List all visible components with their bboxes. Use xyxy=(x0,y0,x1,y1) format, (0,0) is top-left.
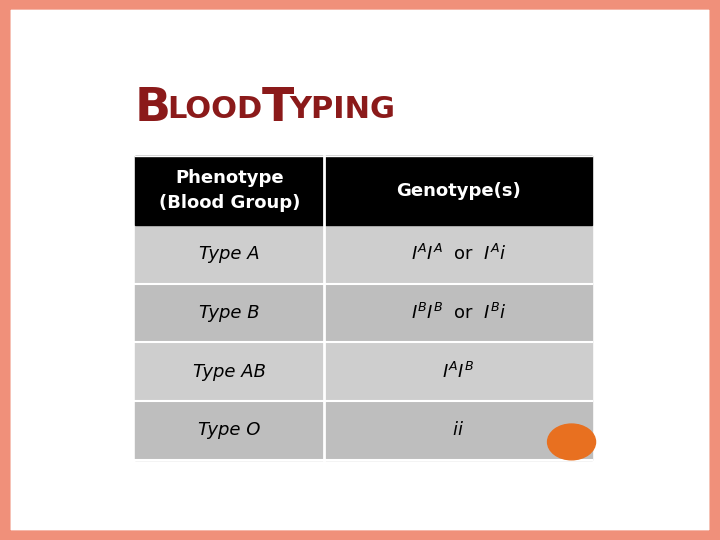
Text: Phenotype
(Blood Group): Phenotype (Blood Group) xyxy=(159,169,300,212)
Text: $I^{A}I^{A}$  or  $I^{A}i$: $I^{A}I^{A}$ or $I^{A}i$ xyxy=(410,244,506,264)
Text: Type O: Type O xyxy=(198,421,261,440)
Bar xyxy=(135,401,324,460)
Text: B: B xyxy=(135,86,171,131)
Text: Type AB: Type AB xyxy=(193,363,266,381)
Bar xyxy=(324,401,593,460)
Text: $I^{A}I^{B}$: $I^{A}I^{B}$ xyxy=(442,362,474,382)
Bar xyxy=(135,284,324,342)
Circle shape xyxy=(547,424,595,460)
Text: Type A: Type A xyxy=(199,245,260,263)
Bar xyxy=(135,156,324,225)
Bar xyxy=(324,225,593,284)
Text: T: T xyxy=(262,86,294,131)
Bar xyxy=(324,284,593,342)
Text: LOOD: LOOD xyxy=(167,95,262,124)
Text: $I^{B}I^{B}$  or  $I^{B}i$: $I^{B}I^{B}$ or $I^{B}i$ xyxy=(410,303,506,323)
Text: YPING: YPING xyxy=(289,95,396,124)
Bar xyxy=(324,342,593,401)
Bar xyxy=(135,225,324,284)
Text: $ii$: $ii$ xyxy=(452,421,464,440)
Bar xyxy=(135,342,324,401)
Text: Genotype(s): Genotype(s) xyxy=(396,181,521,200)
Bar xyxy=(324,156,593,225)
Text: Type B: Type B xyxy=(199,304,260,322)
